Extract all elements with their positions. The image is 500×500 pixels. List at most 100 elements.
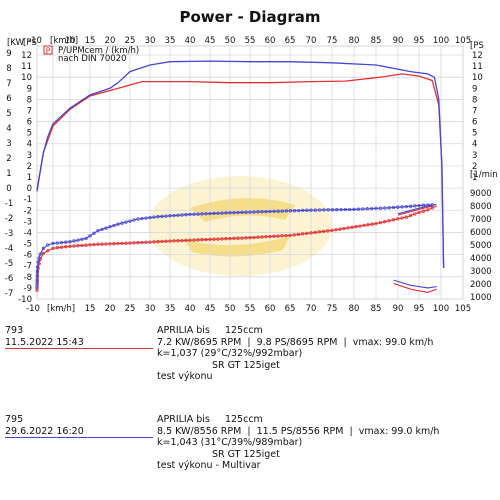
top-x-tick-label: 10: [65, 36, 76, 46]
series-793-rpm-marker: [168, 239, 172, 243]
left-kw-tick-label: 5: [6, 109, 11, 119]
left-ps-tick-label: -9: [24, 284, 32, 294]
top-x-tick-label: 25: [125, 36, 136, 46]
right-ps-tick-label: 12: [472, 51, 483, 61]
series-795-rpm-marker: [144, 216, 148, 220]
series-793-rpm-marker: [334, 228, 338, 232]
left-ps-tick-label: -2: [24, 206, 32, 216]
top-x-tick-label: 70: [306, 36, 317, 46]
series-793-rpm-marker: [132, 241, 136, 245]
series-793-rpm-marker: [374, 221, 378, 226]
series-795-rpm-marker: [80, 237, 84, 241]
left-ps-tick-label: -5: [24, 240, 32, 250]
series-793-rpm-marker: [212, 237, 216, 241]
left-ps-tick-label: 8: [27, 95, 32, 105]
series-793-rpm-marker: [51, 246, 55, 250]
left-ps-tick-label: -6: [24, 251, 32, 261]
series-795-rpm-marker: [383, 206, 387, 210]
series-795-rpm-marker: [264, 209, 268, 214]
bottom-x-tick-label: 15: [85, 304, 96, 314]
series-795-rpm-marker: [421, 203, 426, 207]
series-793-rpm-marker: [188, 238, 192, 242]
series-795-rpm-marker: [280, 209, 284, 213]
run-model: SR GT 125iget: [212, 359, 280, 371]
right-rpm-tick-label: 5000: [470, 241, 492, 251]
left-kw-tick-label: -4: [5, 244, 13, 254]
series-793-rpm-marker: [346, 226, 350, 230]
series-793-rpm-marker: [108, 242, 112, 246]
run-conditions: k=1,037 (29°C/32%/992mbar): [157, 348, 303, 359]
series-793-rpm-marker: [276, 234, 280, 238]
series-795-rpm-marker: [88, 234, 92, 238]
series-795-rpm-marker: [426, 203, 430, 207]
run-datetime: 29.6.2022 16:20: [5, 426, 84, 437]
left-ps-tick-label: -8: [24, 273, 32, 283]
series-795-rpm-marker: [64, 240, 68, 244]
series-795-rpm-marker: [343, 207, 348, 212]
series-793-rpm-marker: [104, 242, 108, 246]
series-793-rpm-marker: [387, 219, 391, 223]
bottom-x-tick-label: 40: [185, 304, 196, 314]
series-795-rpm-marker: [96, 229, 100, 233]
series-795-rpm-loop-line: [397, 204, 433, 215]
left-ps-tick-label: 1: [27, 173, 32, 183]
series-795-rpm-marker: [365, 207, 369, 211]
series-795-rpm-marker: [260, 210, 264, 214]
series-793-rpm-marker: [192, 238, 196, 242]
series-793-rpm-marker: [216, 237, 220, 241]
left-ps-tick-label: 10: [21, 73, 32, 83]
series-793-rpm-marker: [370, 222, 374, 226]
series-793-rpm-marker: [152, 240, 156, 244]
series-793-rpm-marker: [148, 240, 152, 244]
right-ps-tick-label: 10: [472, 73, 483, 83]
series-795-rpm-marker: [68, 240, 72, 244]
series-795-rpm-marker: [288, 209, 293, 213]
series-795-rpm-marker: [212, 211, 216, 216]
series-795-power-line: [36, 60, 445, 268]
series-793-rpm-marker: [417, 210, 421, 215]
run-conditions: k=1,043 (31°C/39%/989mbar): [157, 437, 303, 448]
series-795-rpm-marker: [396, 205, 400, 209]
series-795-rpm-marker: [228, 211, 232, 215]
series-795-rpm-marker: [192, 212, 196, 216]
bottom-x-tick-label: 90: [393, 304, 404, 314]
series-795-rpm-marker: [305, 208, 309, 212]
series-795-rpm-marker: [59, 240, 64, 245]
left-kw-tick-label: -6: [5, 274, 13, 284]
top-x-tick-label: 50: [225, 36, 236, 46]
top-x-tick-label: 35: [165, 36, 176, 46]
top-x-unit: [km/h]: [50, 36, 78, 46]
axes: [km/h]10 15 20 25 30 35 40 45 50 55 60 65 70 75 80 85 90…: [5, 36, 498, 314]
top-x-tick-label: 75: [327, 36, 338, 46]
legend-line-2: nach DIN 70020: [58, 54, 127, 64]
series-793-rpm-marker: [200, 238, 204, 242]
series-793-rpm-marker: [421, 209, 426, 213]
bottom-x-tick-label: 20: [105, 304, 116, 314]
series-793-rpm-marker: [96, 242, 100, 246]
series-793-rpm-marker: [204, 237, 208, 242]
left-ps-tick-label: -1: [24, 195, 32, 205]
series-795-rpm-marker: [120, 221, 124, 225]
series-793-rpm-marker: [358, 224, 362, 228]
right-ps-tick-label: 5: [472, 129, 477, 139]
series-793-rpm-marker: [391, 218, 396, 222]
series-793-rpm-marker: [326, 229, 330, 233]
series-795-rpm-marker: [313, 208, 317, 212]
top-x-tick-label: -10: [28, 36, 42, 46]
series-793-rpm-marker: [260, 235, 264, 239]
left-ps-tick-label: 4: [27, 140, 32, 150]
right-ps-tick-label: 7: [472, 106, 477, 116]
series-793-rpm-marker: [236, 236, 240, 240]
series-795-rpm-marker: [252, 210, 256, 214]
series-793-rpm-marker: [88, 243, 92, 247]
series-795-rpm-marker: [38, 252, 42, 256]
left-ps-tick-label: -10: [18, 295, 32, 305]
left-ps-tick-label: -4: [24, 228, 32, 238]
series-793-rpm-marker: [64, 245, 68, 249]
bottom-x-tick-label: 75: [327, 304, 338, 314]
left-kw-tick-label: -5: [5, 259, 13, 269]
bottom-x-tick-label: 60: [265, 304, 276, 314]
left-kw-tick-label: 7: [6, 79, 11, 89]
series-795-rpm-marker: [204, 212, 208, 216]
series-795-rpm-marker: [116, 222, 120, 226]
